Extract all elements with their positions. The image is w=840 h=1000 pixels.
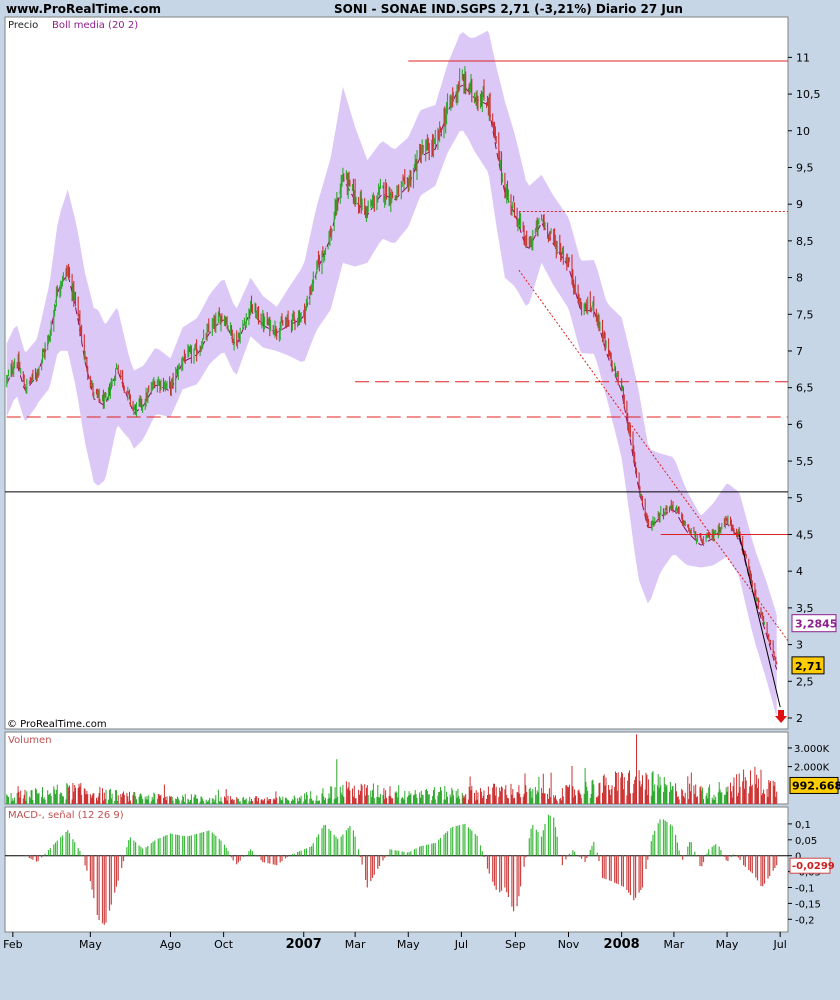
price-panel-label: Precio — [8, 20, 38, 31]
trendline — [738, 534, 781, 708]
price-axis-label: 9,5 — [796, 161, 814, 174]
price-axis-label: 7 — [796, 345, 803, 358]
time-axis-label: Mar — [664, 938, 685, 951]
volume-axis-label: 2.000K — [794, 763, 830, 774]
price-axis-label: 5 — [796, 492, 803, 505]
price-axis-label: 8 — [796, 272, 803, 285]
bollinger-label: Boll media (20 2) — [52, 20, 138, 31]
time-axis-label: Feb — [3, 938, 22, 951]
price-axis-label: 10,5 — [796, 88, 821, 101]
volume-value-tag — [789, 776, 839, 794]
price-axis-label: 11 — [796, 51, 810, 64]
price-axis-label: 2,5 — [796, 675, 814, 688]
time-axis-label: Ago — [160, 938, 182, 951]
price-axis-label: 2 — [796, 712, 803, 725]
volume-axis-label: 3.000K — [794, 744, 830, 755]
price-axis-label: 6 — [796, 418, 803, 431]
macd-layer — [5, 814, 788, 925]
time-axis-label: Jul — [454, 938, 468, 951]
bollinger-value: 3,2845 — [795, 618, 837, 631]
time-axis-label: 2008 — [604, 937, 640, 952]
volume-panel-label: Volumen — [8, 735, 52, 746]
time-axis-label: Oct — [214, 938, 234, 951]
macd-axis-label: -0,2 — [795, 915, 815, 926]
volume-value: 992.668 — [792, 779, 840, 792]
last-price-tag — [791, 656, 825, 675]
price-axis-label: 4 — [796, 565, 803, 578]
axis-layer: 2 2,5 3 3,5 4 4,5 5 5,5 6 6,5 7 7,5 8 8,5 9 9,5 10 10,5 11… — [3, 51, 840, 952]
time-axis-label: Jul — [773, 938, 787, 951]
trendline — [518, 269, 789, 642]
time-axis-label: Sep — [505, 938, 526, 951]
price-axis-label: 8,5 — [796, 235, 814, 248]
chart-header: www.ProRealTime.com SONI - SONAE IND.SGP… — [0, 0, 840, 18]
macd-axis-label: 0,1 — [795, 820, 811, 831]
down-arrow-icon — [775, 709, 788, 723]
macd-panel — [4, 806, 789, 933]
bollinger-value-tag — [791, 614, 837, 633]
macd-axis-label: 0 — [795, 852, 801, 863]
time-axis-label: Nov — [558, 938, 580, 951]
last-price-value: 2,71 — [795, 660, 822, 673]
price-axis-label: 7,5 — [796, 308, 814, 321]
time-axis-label: May — [397, 938, 420, 951]
time-axis-label: May — [79, 938, 102, 951]
site-url[interactable]: www.ProRealTime.com — [6, 2, 161, 16]
price-axis-label: 10 — [796, 125, 810, 138]
price-axis-label: 3 — [796, 639, 803, 652]
macd-axis-label: -0,15 — [795, 899, 821, 910]
instrument-title: SONI - SONAE IND.SGPS 2,71 (-3,21%) Diar… — [334, 2, 683, 16]
price-layer — [5, 30, 789, 723]
bollinger-band — [6, 30, 777, 718]
price-axis-label: 5,5 — [796, 455, 814, 468]
macd-value-tag — [789, 857, 831, 874]
time-axis-label: 2007 — [286, 937, 322, 952]
macd-axis-label: -0,1 — [795, 883, 815, 894]
macd-axis-label: 0,05 — [795, 836, 817, 847]
price-axis-label: 6,5 — [796, 382, 814, 395]
macd-panel-label: MACD-, señal (12 26 9) — [8, 810, 124, 821]
volume-layer — [6, 734, 778, 804]
price-axis-label: 4,5 — [796, 528, 814, 541]
macd-value: -0,0299 — [792, 861, 835, 872]
time-axis-label: Mar — [345, 938, 366, 951]
price-axis-label: 3,5 — [796, 602, 814, 615]
time-axis-label: May — [716, 938, 739, 951]
price-axis-label: 9 — [796, 198, 803, 211]
watermark: © ProRealTime.com — [7, 719, 107, 730]
